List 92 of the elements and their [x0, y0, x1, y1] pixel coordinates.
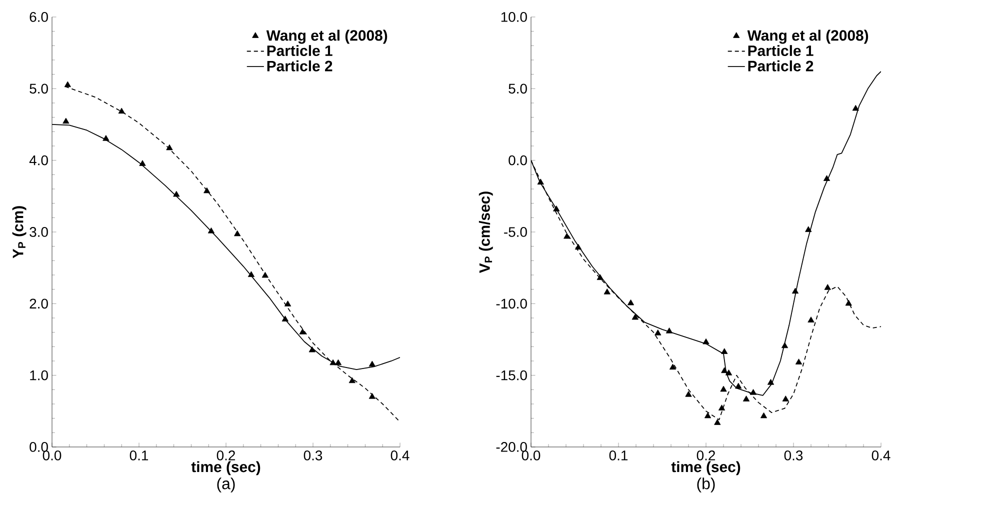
point	[823, 175, 830, 181]
point	[118, 108, 125, 114]
point	[368, 360, 376, 367]
point	[845, 300, 852, 306]
point	[654, 330, 662, 336]
point	[102, 135, 110, 141]
point	[852, 104, 859, 111]
point	[348, 377, 356, 384]
point	[139, 160, 146, 166]
point	[781, 342, 788, 348]
point	[808, 316, 814, 322]
y-tick-label: 2.0	[30, 298, 48, 309]
point	[553, 206, 560, 212]
point	[632, 314, 638, 320]
legend-label: Wang et al (2008)	[266, 30, 388, 44]
point	[299, 328, 306, 334]
point	[596, 274, 604, 280]
point	[704, 412, 712, 418]
point	[718, 404, 726, 410]
y-axis-title: Y$_{P}$ (cm)	[12, 206, 26, 258]
y-tick-label: -5.0	[504, 227, 527, 237]
point	[735, 382, 742, 389]
point	[721, 367, 728, 374]
point	[208, 227, 215, 234]
x-tick-label: 0.0	[522, 450, 540, 460]
point	[368, 393, 376, 399]
y-tick-label: 4.0	[29, 155, 48, 166]
x-tick-label: 0.4	[390, 450, 410, 460]
y-tick-label: 5.0	[30, 84, 48, 94]
y-tick-label: 6.0	[30, 12, 48, 22]
point	[204, 187, 210, 194]
y-tick-label: 5.0	[508, 84, 527, 94]
point	[720, 386, 727, 392]
point	[173, 190, 180, 197]
legend-label: Particle 2	[748, 60, 814, 72]
x-tick-label: 0.1	[609, 450, 628, 460]
x-tick-label: 0.0	[42, 450, 62, 460]
point	[760, 412, 768, 418]
point	[782, 396, 789, 402]
text: (b)	[697, 478, 715, 492]
y-tick-label: -15.0	[496, 370, 527, 380]
point	[721, 348, 728, 354]
x-tick-label: 0.3	[304, 450, 322, 460]
point	[234, 230, 241, 236]
point	[824, 284, 831, 290]
legend-label: Particle 1	[267, 45, 332, 56]
point	[282, 316, 288, 322]
y-tick-label: 1.0	[30, 370, 48, 380]
y-tick-label: -10.0	[496, 298, 527, 309]
point	[795, 358, 802, 364]
point	[330, 359, 336, 366]
point	[334, 359, 342, 366]
point	[750, 389, 757, 395]
point	[308, 346, 316, 352]
point	[805, 226, 812, 232]
point	[62, 118, 70, 124]
y-tick-label: -20.0	[496, 442, 527, 452]
text: (a)	[217, 478, 235, 492]
x-axis-title: time (sec)	[191, 461, 260, 476]
legend-label: Particle 2	[267, 60, 332, 72]
point	[767, 378, 774, 385]
point	[714, 419, 721, 425]
x-tick-label: 0.1	[130, 450, 148, 460]
y-tick-label: 0.0	[30, 442, 48, 452]
x-tick-label: 0.4	[872, 450, 890, 460]
point	[248, 271, 255, 277]
point	[627, 299, 634, 306]
legend-label: Particle 1	[748, 45, 814, 56]
point	[262, 272, 268, 278]
y-axis-title: V$_{P}$ (cm/sec)	[478, 192, 493, 273]
point	[742, 396, 750, 402]
x-tick-label: 0.2	[696, 450, 716, 460]
point	[666, 328, 673, 334]
x-tick-label: 0.2	[216, 450, 236, 460]
y-tick-label: 3.0	[30, 227, 48, 237]
point	[725, 370, 732, 376]
x-tick-label: 0.3	[784, 450, 803, 460]
point	[702, 338, 710, 344]
y-tick-label: 10.0	[501, 12, 527, 22]
point	[64, 81, 71, 88]
point	[284, 300, 292, 306]
point	[669, 364, 676, 370]
point	[792, 288, 799, 294]
point	[685, 391, 692, 397]
point	[564, 232, 570, 239]
x-axis-title: time (sec)	[671, 461, 740, 476]
legend-label: Wang et al (2008)	[747, 30, 868, 44]
point	[537, 178, 544, 185]
point	[604, 288, 610, 294]
point	[166, 144, 173, 150]
point	[574, 244, 582, 250]
y-tick-label: 0.0	[508, 155, 527, 166]
